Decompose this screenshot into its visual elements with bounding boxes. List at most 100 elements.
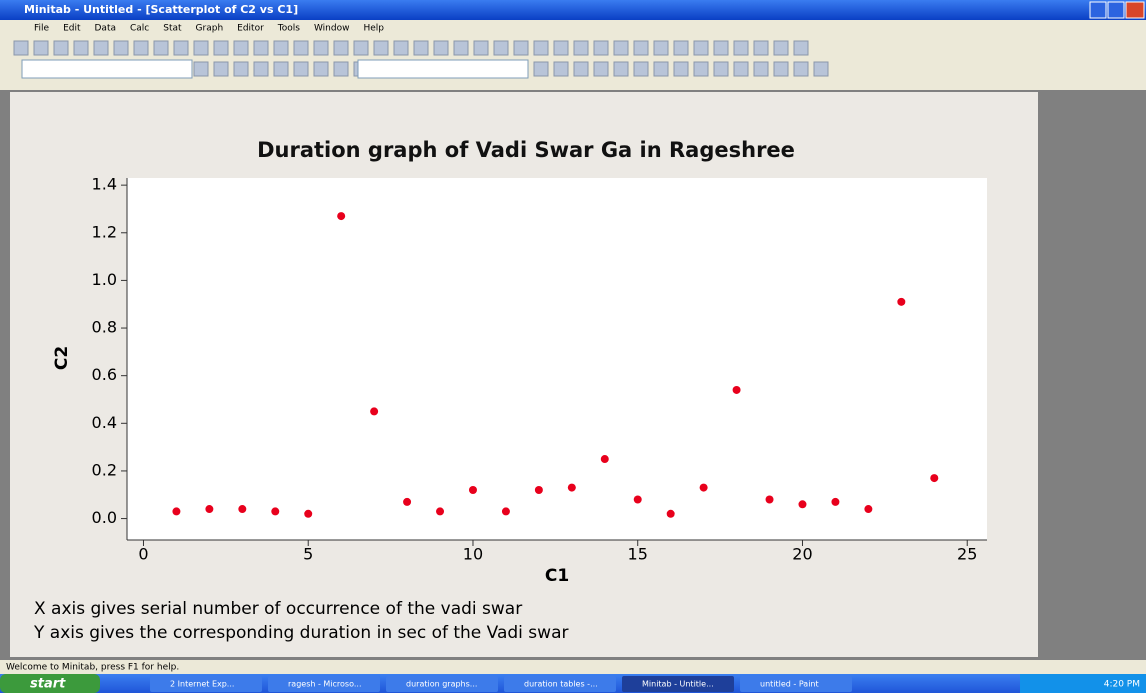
toolbar-button[interactable]	[473, 40, 489, 56]
toolbar-button[interactable]	[293, 61, 309, 77]
toolbar-button[interactable]	[673, 61, 689, 77]
toolbar-button[interactable]	[353, 40, 369, 56]
toolbar-button[interactable]	[73, 40, 89, 56]
toolbar-button[interactable]	[593, 61, 609, 77]
toolbar-button[interactable]	[333, 40, 349, 56]
toolbar-button[interactable]	[553, 61, 569, 77]
taskbar-item[interactable]	[504, 676, 616, 692]
toolbar-button[interactable]	[233, 61, 249, 77]
toolbar-button[interactable]	[533, 61, 549, 77]
toolbar-button[interactable]	[313, 40, 329, 56]
x-tick-label: 20	[792, 545, 812, 564]
x-tick-label: 5	[303, 545, 313, 564]
toolbar-button[interactable]	[533, 40, 549, 56]
toolbar-button[interactable]	[213, 61, 229, 77]
note: Y axis gives the corresponding duration …	[33, 623, 568, 643]
toolbar-button[interactable]	[553, 40, 569, 56]
taskbar-item[interactable]	[622, 676, 734, 692]
toolbar-button[interactable]	[753, 40, 769, 56]
toolbar-button[interactable]	[813, 61, 829, 77]
toolbar-button[interactable]	[13, 40, 29, 56]
toolbar-button[interactable]	[373, 40, 389, 56]
taskbar-item[interactable]	[150, 676, 262, 692]
menu-item[interactable]: Editor	[237, 24, 264, 34]
toolbar-button[interactable]	[33, 40, 49, 56]
toolbar-button[interactable]	[633, 61, 649, 77]
y-tick-label: 0.0	[92, 508, 117, 527]
toolbar-button[interactable]	[673, 40, 689, 56]
toolbar-button[interactable]	[773, 40, 789, 56]
toolbar-button[interactable]	[253, 61, 269, 77]
point	[732, 385, 741, 394]
dropdown[interactable]	[357, 59, 529, 79]
toolbar-button[interactable]	[293, 40, 309, 56]
point	[337, 212, 346, 221]
minimize-button[interactable]	[1089, 1, 1107, 19]
toolbar-button[interactable]	[113, 40, 129, 56]
toolbar-button[interactable]	[693, 61, 709, 77]
point	[699, 483, 708, 492]
toolbar-button[interactable]	[653, 40, 669, 56]
toolbar-button[interactable]	[733, 61, 749, 77]
taskbar-item-label: untitled - Paint	[760, 680, 819, 689]
toolbar-button[interactable]	[273, 61, 289, 77]
toolbar-button[interactable]	[153, 40, 169, 56]
menu-item[interactable]: Calc	[130, 24, 149, 34]
toolbar-button[interactable]	[713, 61, 729, 77]
toolbar-button[interactable]	[333, 61, 349, 77]
toolbar-button[interactable]	[793, 40, 809, 56]
start-button[interactable]	[0, 674, 100, 693]
toolbar-button[interactable]	[253, 40, 269, 56]
toolbar-button[interactable]	[53, 40, 69, 56]
y-tick-label: 0.2	[92, 460, 117, 479]
menu-item[interactable]: Tools	[277, 24, 300, 34]
toolbar-button[interactable]	[213, 40, 229, 56]
toolbar-button[interactable]	[433, 40, 449, 56]
taskbar-item[interactable]	[740, 676, 852, 692]
toolbar-button[interactable]	[693, 40, 709, 56]
toolbar-button[interactable]	[193, 61, 209, 77]
toolbar-button[interactable]	[733, 40, 749, 56]
menu-item[interactable]: Graph	[196, 24, 224, 34]
toolbar-button[interactable]	[653, 61, 669, 77]
menu-item[interactable]: File	[34, 24, 50, 34]
menu-item[interactable]: Edit	[63, 24, 81, 34]
toolbar-button[interactable]	[273, 40, 289, 56]
toolbar-button[interactable]	[773, 61, 789, 77]
toolbar-button[interactable]	[493, 40, 509, 56]
toolbar-button[interactable]	[93, 40, 109, 56]
toolbar-button[interactable]	[453, 40, 469, 56]
toolbar-button[interactable]	[713, 40, 729, 56]
toolbar-button[interactable]	[133, 40, 149, 56]
toolbar-button[interactable]	[793, 61, 809, 77]
toolbar-button[interactable]	[753, 61, 769, 77]
taskbar-item-label: ragesh - Microso...	[288, 680, 361, 689]
point	[172, 507, 181, 516]
toolbar-button[interactable]	[573, 61, 589, 77]
taskbar-item[interactable]	[268, 676, 380, 692]
close-button[interactable]	[1125, 1, 1145, 19]
toolbar-button[interactable]	[193, 40, 209, 56]
point	[436, 507, 445, 516]
toolbar-button[interactable]	[513, 40, 529, 56]
toolbar-button[interactable]	[393, 40, 409, 56]
dropdown[interactable]	[21, 59, 193, 79]
taskbar-item[interactable]	[386, 676, 498, 692]
toolbar-button[interactable]	[313, 61, 329, 77]
menu-item[interactable]: Help	[363, 24, 384, 34]
point	[534, 485, 543, 494]
toolbar-button[interactable]	[613, 40, 629, 56]
maximize-button[interactable]	[1107, 1, 1125, 19]
toolbar-button[interactable]	[233, 40, 249, 56]
toolbar-button[interactable]	[613, 61, 629, 77]
menu-item[interactable]: Data	[95, 24, 117, 34]
taskbar-item-label: 2 Internet Exp...	[170, 680, 234, 689]
toolbar-button[interactable]	[593, 40, 609, 56]
menu-item[interactable]: Window	[314, 24, 350, 34]
toolbar-button[interactable]	[573, 40, 589, 56]
toolbar-button[interactable]	[173, 40, 189, 56]
toolbar-button[interactable]	[413, 40, 429, 56]
status-text: Welcome to Minitab, press F1 for help.	[6, 663, 179, 673]
toolbar-button[interactable]	[633, 40, 649, 56]
menu-item[interactable]: Stat	[163, 24, 182, 34]
